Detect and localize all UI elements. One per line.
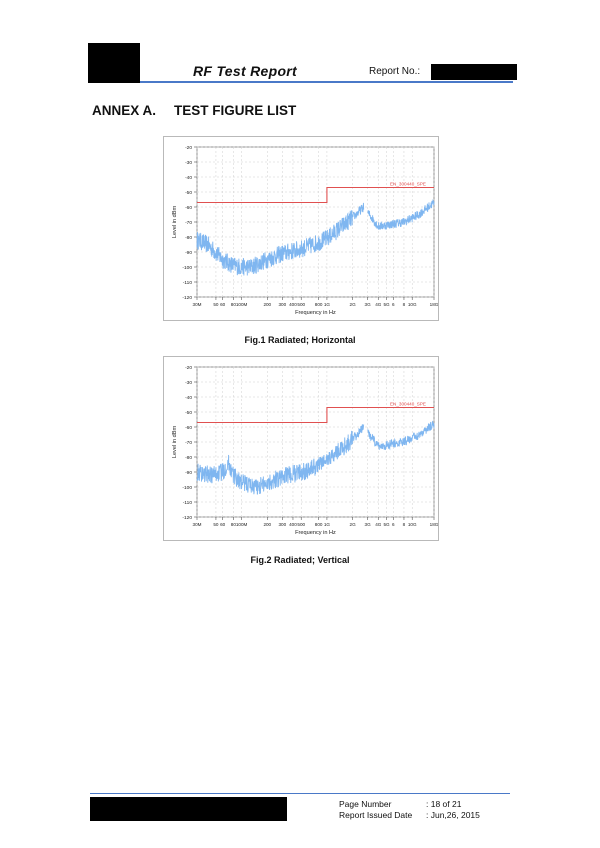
x-tick-label: 500 bbox=[297, 522, 305, 527]
y-tick-label: -60 bbox=[185, 425, 192, 431]
y-tick-label: -50 bbox=[185, 410, 192, 416]
x-tick-label: 50 bbox=[213, 522, 219, 527]
x-tick-label: 1G bbox=[324, 302, 331, 307]
header-divider bbox=[140, 81, 513, 83]
limit-line bbox=[197, 406, 434, 424]
x-tick-label: 6 bbox=[392, 302, 395, 307]
figure-caption-2: Fig.2 Radiated; Vertical bbox=[250, 555, 350, 565]
x-tick-label: 8 bbox=[403, 302, 406, 307]
limit-line-label: EN_300440_SPE bbox=[390, 402, 426, 407]
y-tick-label: -70 bbox=[185, 440, 192, 446]
y-tick-label: -120 bbox=[182, 515, 192, 521]
issued-date-label: Report Issued Date bbox=[339, 810, 413, 820]
x-tick-label: 80 bbox=[231, 522, 237, 527]
x-tick-label: 5G bbox=[383, 302, 390, 307]
y-tick-label: -90 bbox=[185, 250, 192, 256]
measurement-trace bbox=[196, 199, 435, 276]
x-tick-label: 3G bbox=[365, 522, 372, 527]
x-axis-label: Frequency in Hz bbox=[295, 530, 336, 536]
y-tick-label: -20 bbox=[185, 145, 192, 151]
x-tick-label: 6 bbox=[392, 522, 395, 527]
x-tick-label: 400 bbox=[289, 302, 297, 307]
x-tick-label: 8 bbox=[403, 522, 406, 527]
measurement-trace bbox=[196, 420, 435, 495]
y-tick-label: -80 bbox=[185, 235, 192, 241]
y-tick-label: -80 bbox=[185, 455, 192, 461]
figure-radiated-vertical: -20 -30 -40 -50 -60 -70 -80 -90 -100 -110 -120 30M 5… bbox=[163, 356, 439, 541]
y-axis-label: Level in dBm bbox=[172, 425, 178, 458]
y-tick-label: -40 bbox=[185, 175, 192, 181]
x-tick-label: 4G bbox=[375, 302, 382, 307]
x-tick-label: 4G bbox=[375, 522, 382, 527]
x-tick-label: 300 bbox=[278, 522, 286, 527]
x-tick-label: 10G bbox=[408, 302, 417, 307]
x-axis-label: Frequency in Hz bbox=[295, 310, 336, 316]
x-tick-label: 1G bbox=[324, 522, 331, 527]
figure-caption-1: Fig.1 Radiated; Horizontal bbox=[244, 335, 356, 345]
redacted-logo bbox=[88, 43, 140, 83]
y-tick-label: -40 bbox=[185, 395, 192, 401]
y-axis-label: Level in dBm bbox=[172, 205, 178, 238]
annex-heading: ANNEX A. TEST FIGURE LIST bbox=[92, 103, 296, 118]
x-tick-label: 100M bbox=[236, 522, 248, 527]
y-tick-label: -110 bbox=[183, 280, 193, 286]
x-tick-label: 300 bbox=[278, 302, 286, 307]
y-tick-label: -50 bbox=[185, 190, 192, 196]
x-tick-label: 18G bbox=[430, 522, 438, 527]
x-tick-label: 200 bbox=[263, 522, 271, 527]
x-tick-label: 5G bbox=[383, 522, 390, 527]
x-tick-label: 2G bbox=[350, 302, 357, 307]
y-tick-label: -30 bbox=[185, 380, 192, 386]
x-tick-label: 200 bbox=[263, 302, 271, 307]
x-tick-label: 500 bbox=[297, 302, 305, 307]
x-tick-label: 800 bbox=[315, 522, 323, 527]
x-tick-label: 30M bbox=[193, 302, 202, 307]
y-tick-label: -60 bbox=[185, 205, 192, 211]
redacted-footer-info bbox=[90, 797, 287, 821]
redacted-report-number bbox=[431, 64, 517, 80]
y-tick-label: -20 bbox=[185, 365, 192, 371]
y-tick-label: -100 bbox=[182, 265, 192, 271]
y-tick-label: -70 bbox=[185, 220, 192, 226]
x-tick-label: 50 bbox=[213, 302, 219, 307]
y-tick-label: -90 bbox=[185, 470, 192, 476]
x-tick-label: 60 bbox=[220, 302, 226, 307]
report-header-title: RF Test Report bbox=[193, 63, 298, 79]
x-tick-label: 100M bbox=[236, 302, 248, 307]
x-tick-label: 10G bbox=[408, 522, 417, 527]
figure-radiated-horizontal: -20 -30 -40 -50 -60 -70 -80 -90 -100 -110 -120 30M 5… bbox=[163, 136, 439, 321]
x-tick-label: 3G bbox=[365, 302, 372, 307]
annex-title: TEST FIGURE LIST bbox=[174, 103, 297, 118]
footer-divider bbox=[90, 793, 510, 794]
y-tick-label: -100 bbox=[182, 485, 192, 491]
issued-date-value: : Jun,26, 2015 bbox=[426, 810, 480, 820]
limit-line-label: EN_300440_SPE bbox=[390, 182, 426, 187]
y-tick-label: -120 bbox=[182, 295, 192, 301]
page-number-label: Page Number bbox=[339, 799, 392, 809]
x-tick-label: 30M bbox=[193, 522, 202, 527]
x-tick-label: 18G bbox=[430, 302, 438, 307]
y-tick-label: -30 bbox=[185, 160, 192, 166]
report-number-label: Report No.: bbox=[369, 66, 421, 77]
page-number-value: : 18 of 21 bbox=[426, 799, 462, 809]
x-tick-label: 2G bbox=[350, 522, 357, 527]
x-tick-label: 400 bbox=[289, 522, 297, 527]
y-tick-label: -110 bbox=[183, 500, 193, 506]
annex-number: ANNEX A. bbox=[92, 103, 157, 118]
limit-line bbox=[197, 186, 434, 204]
x-tick-label: 80 bbox=[231, 302, 237, 307]
x-tick-label: 800 bbox=[315, 302, 323, 307]
x-tick-label: 60 bbox=[220, 522, 226, 527]
